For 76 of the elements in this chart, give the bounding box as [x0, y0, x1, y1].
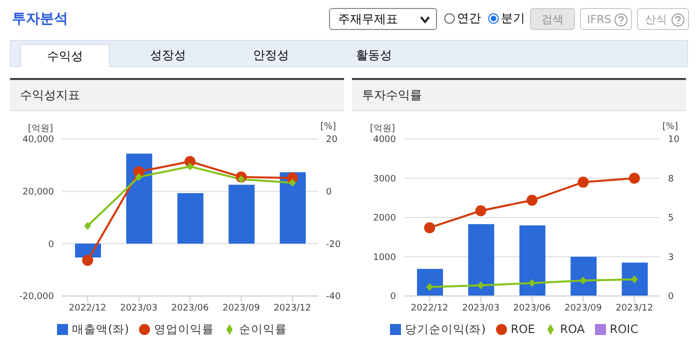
y-tick-label: 0	[390, 292, 396, 302]
y2-tick-label: 5	[668, 214, 674, 224]
x-tick-label: 2023/09	[222, 303, 260, 314]
y-tick-label: 0	[48, 240, 54, 250]
point	[477, 281, 484, 290]
text: 연간	[457, 10, 481, 27]
legend-label: ROIC	[610, 322, 638, 336]
y2-tick-label: 3	[668, 252, 674, 263]
bar	[570, 256, 597, 296]
bar	[177, 193, 204, 244]
x-tick-label: 2023/09	[564, 303, 602, 314]
legend-label: 순이익률	[238, 322, 287, 336]
text: IFRS	[580, 8, 632, 30]
point	[628, 172, 640, 184]
bar	[468, 224, 494, 296]
y2-tick-label: -40	[326, 292, 341, 302]
bar	[622, 262, 648, 296]
bar	[228, 184, 255, 244]
chart-title: 투자수익률	[352, 80, 686, 111]
point	[82, 254, 94, 266]
y2-axis-title: [%]	[320, 122, 336, 132]
bar	[126, 154, 152, 244]
y-tick-label: 40,000	[22, 135, 54, 146]
point	[578, 176, 589, 188]
x-tick-label: 2023/03	[120, 303, 158, 314]
point	[475, 205, 486, 216]
y-tick-label: 2000	[373, 214, 396, 224]
text: 산식	[637, 8, 689, 30]
point	[238, 175, 245, 184]
y-tick-label: 3000	[373, 174, 396, 184]
bar	[519, 225, 546, 296]
y-tick-label: 20,000	[22, 188, 54, 198]
legend-label: ROA	[560, 322, 585, 336]
y-tick-label: 4000	[373, 135, 396, 146]
text: 투자분석	[12, 10, 68, 28]
x-tick-label: 2023/03	[462, 303, 500, 314]
chart-title: 수익성지표	[10, 80, 344, 111]
x-tick-label: 2023/12	[616, 303, 654, 314]
y2-tick-label: 10	[668, 135, 680, 146]
x-tick-label: 2023/06	[513, 303, 551, 314]
point	[288, 178, 296, 187]
point	[580, 276, 587, 284]
legend-label: 영업이익률	[154, 322, 214, 336]
x-tick-label: 2023/12	[274, 303, 312, 314]
legend-label: ROE	[510, 322, 536, 336]
text: 성장성	[149, 47, 187, 64]
legend-label: 매출액(좌)	[72, 322, 129, 336]
x-tick-label: 2022/12	[410, 303, 448, 314]
y2-tick-label: 0	[326, 188, 332, 198]
text: 안정성	[252, 47, 290, 64]
point	[84, 222, 92, 230]
text: 검색	[530, 8, 575, 30]
bar	[280, 172, 306, 244]
text: 활동성	[355, 47, 393, 64]
point	[424, 222, 436, 234]
bar	[417, 268, 443, 296]
legend-label: 당기순이익(좌)	[404, 322, 486, 336]
text: 분기	[501, 10, 525, 27]
point	[426, 283, 434, 292]
text: 수익성	[20, 44, 110, 67]
x-tick-label: 2023/06	[171, 303, 209, 314]
y-axis-title: [억원]	[370, 123, 396, 135]
y-tick-label: 1000	[373, 252, 396, 263]
point	[528, 279, 536, 288]
point	[186, 162, 194, 170]
y2-tick-label: 20	[326, 135, 338, 146]
point	[135, 172, 142, 181]
y2-axis-title: [%]	[662, 122, 678, 132]
x-tick-label: 2022/12	[68, 303, 106, 314]
point	[526, 194, 538, 206]
y2-tick-label: 0	[668, 292, 674, 302]
y2-tick-label: -20	[326, 240, 341, 250]
y2-tick-label: 8	[668, 174, 674, 184]
y-tick-label: -20,000	[19, 292, 54, 302]
y-axis-title: [억원]	[28, 123, 54, 135]
text: 주재무제표	[329, 8, 437, 30]
